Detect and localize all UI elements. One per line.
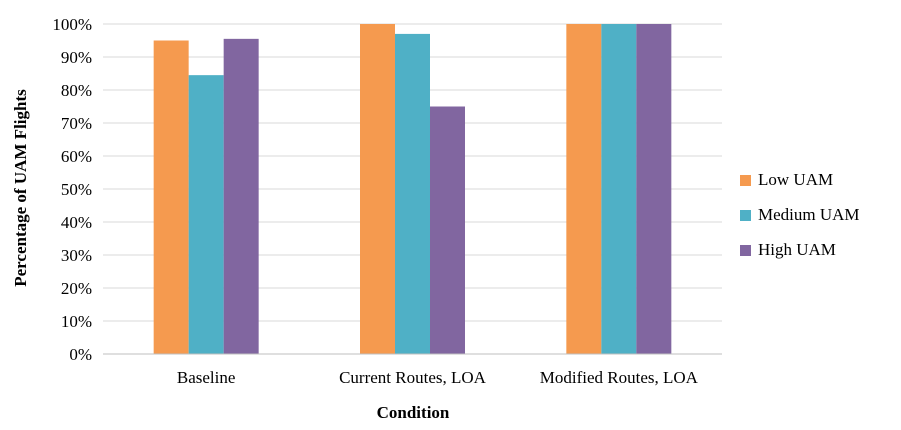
y-tick-label: 80% — [61, 81, 92, 100]
bar — [395, 33, 430, 355]
bars — [153, 24, 672, 355]
x-category-labels: Baseline Current Routes, LOA Modified Rout… — [177, 368, 699, 387]
y-tick-label: 60% — [61, 147, 92, 166]
y-tick-label: 40% — [61, 213, 92, 232]
x-category-label: Modified Routes, LOA — [540, 368, 699, 387]
bar — [601, 24, 637, 354]
bar — [566, 24, 602, 354]
y-tick-labels: 0% 10% 20% 30% 40% 50% 60% 70% 80% 90% 100% — [52, 15, 92, 364]
y-tick-label: 10% — [61, 312, 92, 331]
y-tick-label: 50% — [61, 180, 92, 199]
y-tick-label: 70% — [61, 114, 92, 133]
bar — [636, 24, 672, 354]
legend-label: Medium UAM — [758, 205, 860, 224]
bar — [360, 24, 395, 354]
y-tick-label: 30% — [61, 246, 92, 265]
y-axis-title: Percentage of UAM Flights — [11, 89, 30, 287]
legend-swatch — [740, 175, 751, 186]
bar — [223, 38, 259, 354]
x-category-label: Baseline — [177, 368, 236, 387]
y-tick-label: 20% — [61, 279, 92, 298]
x-axis-title: Condition — [377, 403, 450, 422]
y-tick-label: 0% — [69, 345, 92, 364]
bar — [188, 75, 224, 355]
bar — [430, 106, 465, 354]
legend-swatch — [740, 210, 751, 221]
legend-label: Low UAM — [758, 170, 833, 189]
legend: Low UAM Medium UAM High UAM — [740, 170, 860, 259]
legend-swatch — [740, 245, 751, 256]
legend-label: High UAM — [758, 240, 836, 259]
y-tick-label: 100% — [52, 15, 92, 34]
bar — [153, 40, 189, 354]
y-tick-label: 90% — [61, 48, 92, 67]
x-category-label: Current Routes, LOA — [339, 368, 487, 387]
